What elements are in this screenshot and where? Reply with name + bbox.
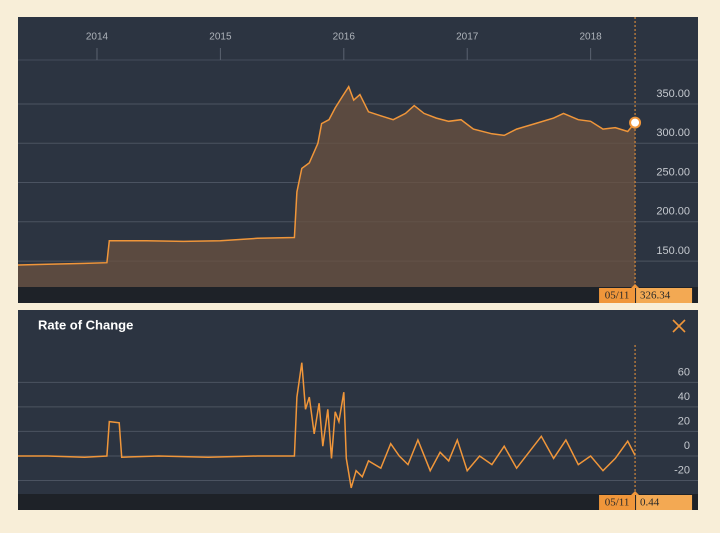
cursor-date: 05/11: [605, 497, 630, 509]
last-point: [629, 116, 642, 129]
indicator-title: Rate of Change: [38, 317, 133, 332]
y-tick-label: 150.00: [656, 245, 690, 257]
x-tick-label: 2016: [333, 32, 356, 43]
y-tick-label: 60: [678, 366, 690, 378]
cursor-value: 326.34: [640, 290, 671, 302]
roc-line: [18, 362, 636, 489]
y-tick-label: 0: [684, 440, 690, 452]
cursor-value-box: [636, 288, 693, 303]
indicator-panel: [18, 310, 698, 510]
x-tick-label: 2018: [580, 32, 603, 43]
cursor-value-box: [636, 495, 693, 510]
cursor-date-box: [599, 495, 636, 510]
price-strip: [18, 287, 698, 303]
area-fill: [18, 86, 636, 287]
cursor-value: 0.44: [640, 497, 660, 509]
cursor-date-box: [599, 288, 636, 303]
cursor-pointer: [631, 491, 640, 495]
x-tick-label: 2017: [456, 32, 479, 43]
indicator-strip: [18, 494, 698, 510]
y-tick-label: 40: [678, 391, 690, 403]
y-tick-label: 350.00: [656, 88, 690, 100]
y-tick-label: -20: [674, 464, 690, 476]
cursor-pointer: [631, 284, 640, 288]
y-tick-label: 300.00: [656, 127, 690, 139]
y-tick-label: 20: [678, 415, 690, 427]
x-tick-label: 2015: [209, 32, 232, 43]
y-tick-label: 200.00: [656, 206, 690, 218]
x-tick-label: 2014: [86, 32, 109, 43]
close-button[interactable]: [672, 319, 686, 333]
cursor-date: 05/11: [605, 290, 630, 302]
y-tick-label: 250.00: [656, 166, 690, 178]
price-line: [17, 85, 636, 266]
